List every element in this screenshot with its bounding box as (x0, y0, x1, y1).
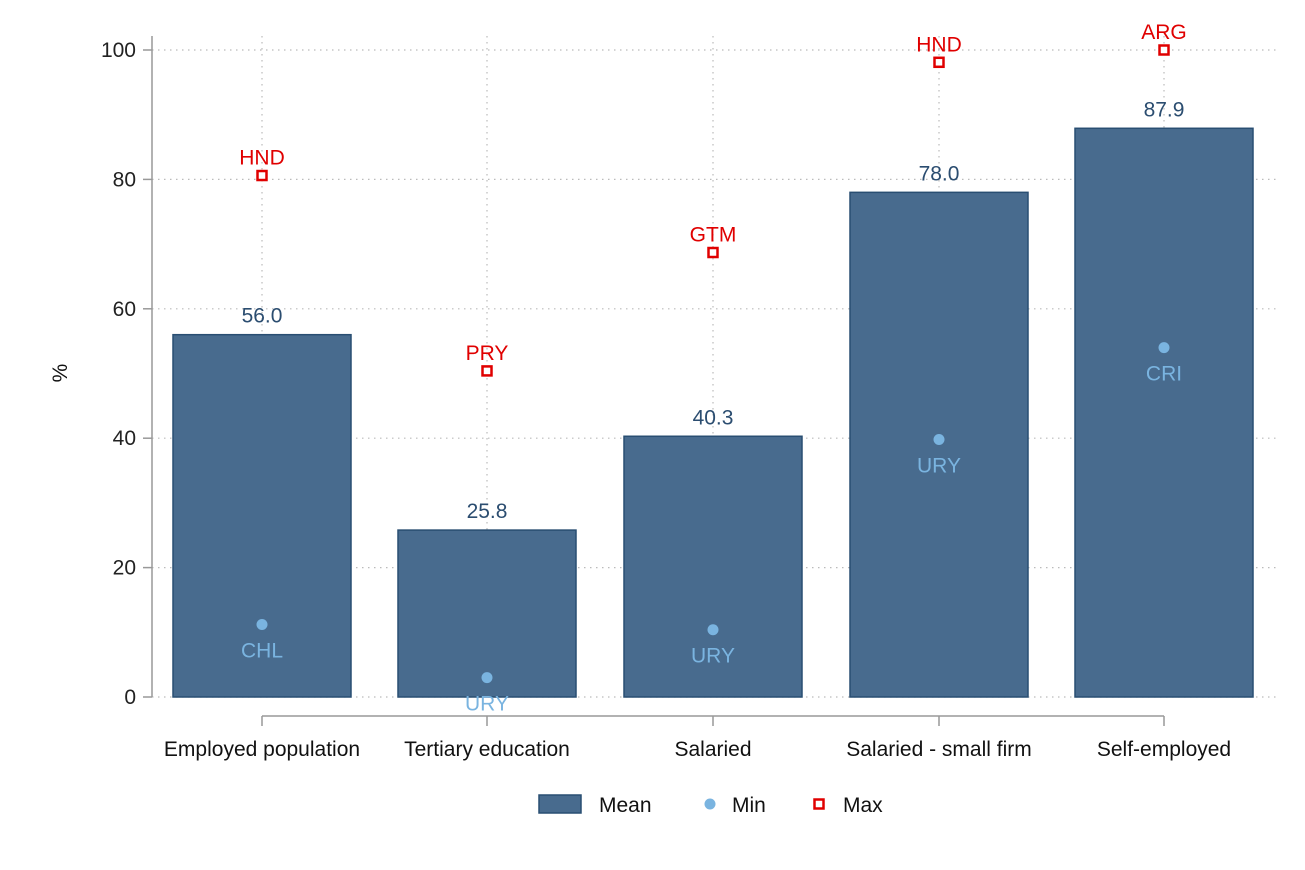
mean-value-label: 25.8 (467, 500, 508, 523)
legend-mean-swatch (538, 794, 582, 814)
mean-bar (623, 435, 803, 698)
x-tick-label: Self-employed (1097, 738, 1231, 761)
min-point-label: CRI (1146, 363, 1182, 386)
mean-value-label: 56.0 (242, 305, 283, 328)
legend-max-label: Max (843, 794, 883, 817)
min-point (256, 619, 268, 631)
min-point (1158, 342, 1170, 354)
max-point-label: GTM (690, 224, 737, 247)
min-point (707, 624, 719, 636)
legend: Mean Min Max (538, 794, 883, 817)
legend-min-label: Min (732, 794, 766, 817)
max-point (481, 365, 493, 377)
min-point-label: URY (917, 454, 961, 477)
x-tick-label: Salaried - small firm (846, 738, 1032, 761)
points: CHL URY URY URY CRI HND PRY GTM HND ARG (239, 21, 1187, 716)
mean-value-label: 87.9 (1144, 98, 1185, 121)
x-tick-label: Employed population (164, 738, 360, 761)
legend-min-swatch (704, 798, 716, 810)
max-point-label: ARG (1141, 21, 1187, 44)
max-point-label: HND (916, 33, 962, 56)
x-tick-label: Salaried (674, 738, 751, 761)
mean-bar (397, 529, 577, 698)
y-tick-label: 100 (101, 39, 136, 62)
mean-value-label: 78.0 (919, 162, 960, 185)
max-point-label: PRY (466, 342, 509, 365)
max-point (256, 169, 268, 182)
max-point (707, 246, 719, 259)
y-tick-label: 20 (113, 557, 136, 580)
legend-mean-label: Mean (599, 794, 652, 817)
x-tick-label: Tertiary education (404, 738, 570, 761)
min-point-label: CHL (241, 640, 283, 663)
bars: 56.0 25.8 40.3 78.0 87.9 (172, 98, 1254, 698)
max-point (1158, 44, 1170, 56)
min-point-label: URY (465, 693, 509, 716)
mean-value-label: 40.3 (693, 406, 734, 429)
y-tick-label: 40 (113, 427, 136, 450)
y-tick-label: 0 (124, 686, 136, 709)
max-point-label: HND (239, 147, 285, 170)
mean-bar (1074, 127, 1254, 698)
mean-bar (172, 333, 352, 698)
y-tick-label: 80 (113, 168, 136, 191)
legend-max-swatch (813, 798, 825, 810)
axes: 0 20 40 60 80 100 Employed population Tertiary … (101, 36, 1231, 761)
min-point-label: URY (691, 645, 735, 668)
min-point (933, 433, 945, 445)
y-axis-label: % (49, 364, 72, 383)
y-tick-label: 60 (113, 298, 136, 321)
max-point (933, 56, 945, 69)
min-point (481, 672, 493, 684)
